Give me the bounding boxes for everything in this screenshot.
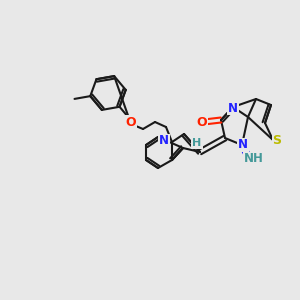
Text: NH: NH (244, 152, 264, 166)
Text: H: H (192, 138, 202, 148)
Text: N: N (228, 101, 238, 115)
Text: N: N (238, 139, 248, 152)
Text: S: S (272, 134, 281, 146)
Text: N: N (159, 134, 169, 148)
Text: O: O (126, 116, 136, 128)
Text: O: O (197, 116, 207, 128)
